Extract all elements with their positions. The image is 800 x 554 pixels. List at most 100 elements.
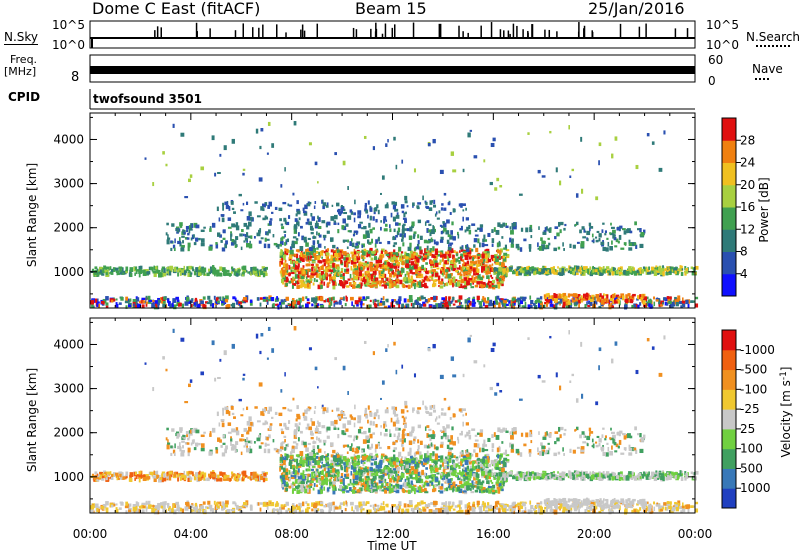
velocity-echo [313, 504, 317, 509]
power-echo [322, 202, 327, 207]
power-echo [329, 269, 334, 272]
power-echo [313, 277, 316, 282]
velocity-echo [423, 508, 427, 512]
power-echo [456, 267, 460, 270]
power-echo [375, 264, 379, 268]
power-echo [510, 243, 515, 248]
velocity-echo [259, 502, 263, 505]
power-echo [277, 304, 280, 310]
power-echo [208, 246, 213, 251]
power-echo [415, 299, 419, 303]
velocity-echo [562, 506, 566, 512]
power-echo [118, 302, 122, 305]
power-echo [408, 295, 413, 300]
velocity-echo [664, 506, 667, 511]
power-echo [195, 237, 199, 242]
power-echo [486, 253, 490, 258]
power-echo [479, 301, 483, 306]
velocity-echo [217, 505, 220, 509]
power-echo [179, 224, 183, 228]
power-echo [452, 208, 456, 213]
power-echo [488, 284, 491, 288]
power-echo [157, 299, 161, 303]
power-echo [589, 227, 591, 232]
power-echo [330, 270, 333, 274]
power-echo [296, 285, 300, 289]
velocity-echo [134, 477, 136, 481]
power-echo [404, 273, 407, 278]
power-echo [292, 192, 295, 196]
power-echo [197, 271, 202, 276]
power-echo [580, 241, 585, 245]
power-echo [279, 270, 283, 274]
power-echo [396, 261, 401, 265]
power-echo [231, 268, 236, 272]
power-echo [426, 277, 430, 282]
power-echo [191, 266, 194, 269]
power-echo [365, 209, 369, 214]
power-echo [506, 299, 509, 302]
power-echo [344, 260, 346, 265]
velocity-echo [323, 505, 327, 508]
power-echo [370, 284, 373, 288]
power-echo [403, 256, 405, 259]
power-echo [136, 297, 140, 302]
power-echo [675, 301, 679, 307]
power-echo [325, 252, 329, 256]
power-echo [473, 270, 476, 276]
power-echo [364, 283, 368, 287]
power-echo [323, 262, 326, 267]
power-echo [419, 235, 423, 240]
power-echo [361, 250, 366, 256]
power-echo [362, 234, 367, 239]
power-echo [110, 268, 114, 272]
power-echo [361, 227, 364, 230]
power-echo [454, 279, 458, 282]
power-echo [575, 193, 579, 198]
power-echo [422, 257, 427, 261]
power-echo [226, 304, 231, 308]
power-echo [611, 240, 613, 245]
power-echo [537, 169, 541, 174]
power-echo [412, 302, 415, 308]
velocity-echo [483, 502, 487, 508]
power-echo [462, 250, 467, 253]
power-echo [247, 271, 250, 274]
power-echo [602, 298, 606, 303]
power-echo [628, 247, 633, 251]
power-echo [433, 282, 437, 287]
power-echo [503, 252, 508, 256]
power-echo [172, 298, 175, 303]
power-echo [379, 300, 382, 305]
power-echo [446, 219, 450, 224]
power-echo [554, 226, 559, 229]
power-echo [367, 272, 371, 276]
power-echo [156, 269, 159, 274]
power-echo [429, 252, 432, 256]
power-echo [368, 304, 372, 309]
velocity-echo [533, 508, 536, 511]
power-echo [360, 303, 363, 309]
power-echo [536, 298, 540, 303]
velocity-echo [138, 505, 142, 509]
power-echo [319, 299, 323, 302]
power-echo [448, 282, 453, 286]
velocity-echo [412, 507, 415, 513]
power-echo [538, 226, 540, 230]
power-echo [285, 278, 289, 283]
power-echo [594, 300, 598, 305]
velocity-echo [147, 500, 151, 505]
power-echo [576, 241, 580, 244]
power-echo [366, 261, 369, 265]
power-echo [452, 266, 456, 272]
velocity-echo [168, 475, 172, 481]
power-echo [337, 222, 340, 226]
power-echo [400, 251, 404, 254]
power-echo [138, 303, 141, 309]
power-echo [323, 300, 327, 303]
power-echo [157, 304, 160, 310]
power-echo [397, 266, 400, 269]
power-echo [525, 227, 529, 233]
velocity-echo [277, 509, 280, 515]
power-echo [343, 264, 347, 267]
